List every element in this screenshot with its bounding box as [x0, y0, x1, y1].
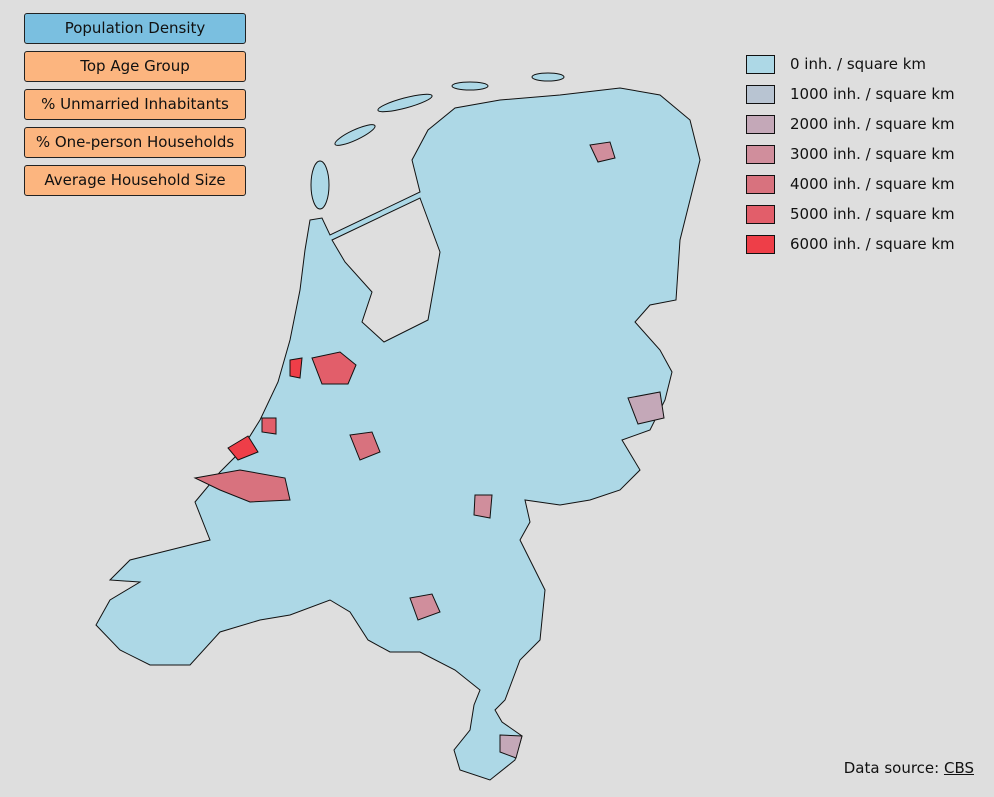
cbs-link[interactable]: CBS [943, 759, 974, 777]
legend-item: 4000 inh. / square km [746, 169, 955, 199]
legend-swatch [746, 204, 775, 224]
legend-swatch [746, 174, 775, 194]
legend-swatch [746, 114, 775, 134]
legend-label: 2000 inh. / square km [790, 115, 955, 133]
region-utrecht[interactable] [349, 431, 381, 461]
legend-label: 4000 inh. / square km [790, 175, 955, 193]
legend-label: 3000 inh. / square km [790, 145, 955, 163]
data-source: Data source: CBS [843, 759, 974, 777]
country-outline[interactable] [95, 87, 701, 781]
population-density-button[interactable]: Population Density [24, 13, 246, 44]
island-texel[interactable] [310, 160, 330, 210]
island-terschelling[interactable] [377, 91, 434, 115]
one-person-households-button[interactable]: % One-person Households [24, 127, 246, 158]
region-eindhoven[interactable] [409, 593, 441, 621]
region-enschede[interactable] [627, 391, 665, 425]
region-amsterdam[interactable] [311, 351, 357, 385]
legend-item: 3000 inh. / square km [746, 139, 955, 169]
island-schiermonnikoog[interactable] [531, 72, 565, 82]
legend-item: 6000 inh. / square km [746, 229, 955, 259]
region-rotterdam[interactable] [193, 469, 291, 503]
region-leiden[interactable] [261, 417, 277, 435]
region-haarlem[interactable] [289, 357, 303, 379]
top-age-group-button[interactable]: Top Age Group [24, 51, 246, 82]
legend-label: 0 inh. / square km [790, 55, 927, 73]
average-household-size-button[interactable]: Average Household Size [24, 165, 246, 196]
legend-swatch [746, 54, 775, 74]
region-heerlen[interactable] [499, 734, 523, 759]
legend-item: 2000 inh. / square km [746, 109, 955, 139]
island-ameland[interactable] [451, 81, 489, 91]
region-groningen[interactable] [589, 141, 616, 163]
region-the-hague[interactable] [227, 435, 259, 461]
legend-swatch [746, 234, 775, 254]
legend-label: 6000 inh. / square km [790, 235, 955, 253]
legend-item: 0 inh. / square km [746, 49, 955, 79]
layer-selector: Population Density Top Age Group % Unmar… [24, 13, 246, 203]
legend-swatch [746, 84, 775, 104]
legend-item: 1000 inh. / square km [746, 79, 955, 109]
legend-item: 5000 inh. / square km [746, 199, 955, 229]
unmarried-inhabitants-button[interactable]: % Unmarried Inhabitants [24, 89, 246, 120]
legend: 0 inh. / square km 1000 inh. / square km 2… [746, 49, 955, 259]
legend-swatch [746, 144, 775, 164]
legend-label: 1000 inh. / square km [790, 85, 955, 103]
legend-label: 5000 inh. / square km [790, 205, 955, 223]
region-nijmegen[interactable] [473, 494, 493, 519]
island-vlieland[interactable] [333, 121, 377, 149]
